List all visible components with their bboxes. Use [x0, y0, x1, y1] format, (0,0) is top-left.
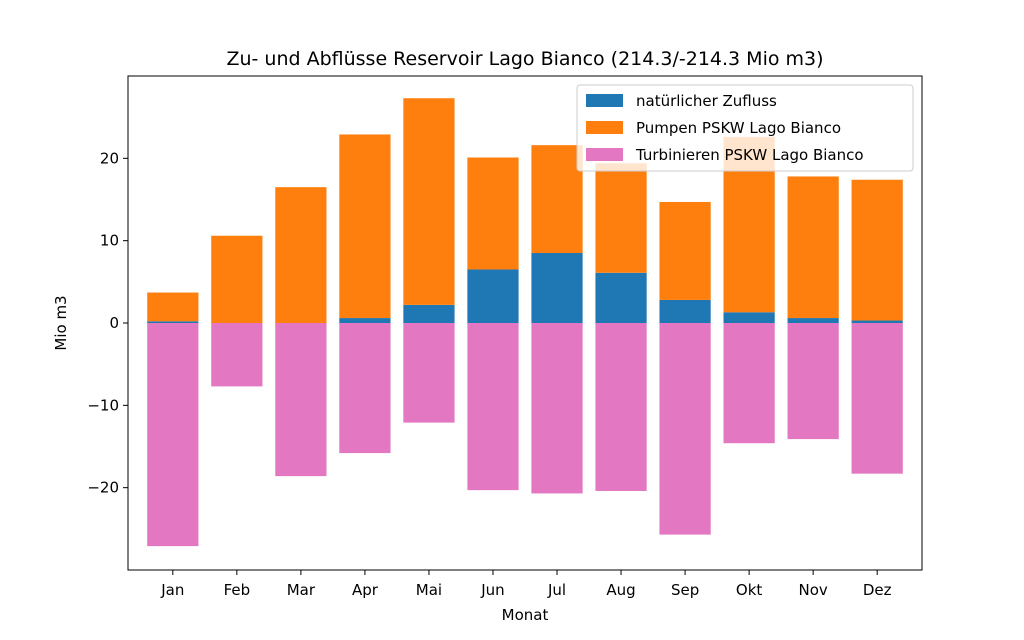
x-tick-label: Aug [606, 581, 635, 599]
plot-frame [127, 75, 923, 571]
bar-2-apr [339, 134, 391, 319]
bar-3-jul [531, 323, 583, 494]
chart-title: Zu- und Abflüsse Reservoir Lago Bianco (… [226, 48, 823, 70]
x-tick-label: Sep [671, 581, 699, 599]
x-tick-label: Nov [799, 581, 828, 599]
bar-1-mai [403, 304, 455, 323]
bar-1-nov [787, 318, 839, 323]
x-axis-label: Monat [502, 606, 549, 624]
bar-2-jun [467, 157, 519, 270]
legend-label: Pumpen PSKW Lago Bianco [636, 119, 841, 137]
bar-1-jun [467, 269, 519, 323]
bar-1-dez [851, 320, 903, 323]
bar-1-sep [659, 299, 711, 323]
bar-2-aug [595, 163, 647, 273]
bar-2-dez [851, 179, 903, 321]
x-tick-label: Apr [352, 581, 379, 599]
bar-3-apr [339, 323, 391, 454]
legend-swatch [586, 94, 623, 107]
y-axis-ticks: −20 −10 0 10 20 [87, 149, 128, 497]
bar-3-feb [211, 323, 263, 387]
x-tick-label: Jan [160, 581, 184, 599]
bar-3-jun [467, 323, 519, 491]
legend-label: Turbinieren PSKW Lago Bianco [635, 146, 864, 164]
bar-3-okt [723, 323, 775, 444]
bar-1-jan [147, 321, 199, 323]
y-tick-label: 20 [100, 149, 119, 167]
bar-1-aug [595, 272, 647, 323]
bar-2-nov [787, 176, 839, 319]
bar-3-sep [659, 323, 711, 535]
legend-swatch [586, 121, 623, 134]
y-tick-label: 10 [100, 232, 119, 250]
bar-3-dez [851, 323, 903, 474]
y-axis-label: Mio m3 [52, 295, 70, 350]
x-tick-label: Mai [416, 581, 442, 599]
bar-2-jan [147, 292, 199, 322]
bar-2-mar [275, 187, 327, 323]
bar-1-apr [339, 318, 391, 323]
legend-swatch [586, 148, 623, 161]
bar-2-jul [531, 145, 583, 254]
x-tick-label: Okt [736, 581, 762, 599]
y-tick-label: −20 [87, 479, 119, 497]
bar-3-nov [787, 323, 839, 440]
bar-1-jul [531, 253, 583, 323]
bar-2-mai [403, 98, 455, 305]
legend-label: natürlicher Zufluss [636, 92, 777, 110]
y-tick-label: −10 [87, 396, 119, 414]
bar-2-feb [211, 235, 263, 323]
x-tick-label: Jun [480, 581, 504, 599]
x-tick-label: Jul [547, 581, 566, 599]
x-tick-label: Dez [863, 581, 892, 599]
bar-3-mar [275, 323, 327, 477]
y-tick-label: 0 [109, 314, 119, 332]
legend-box [576, 84, 914, 172]
x-axis-ticks: Jan Feb Mar Apr Mai Jun Jul Aug Sep Okt Nov Dez [160, 570, 892, 599]
bars-group [147, 98, 903, 547]
bar-1-okt [723, 312, 775, 323]
bar-3-aug [595, 323, 647, 491]
legend: natürlicher Zufluss Pumpen PSKW Lago Bian… [576, 84, 914, 172]
bar-2-sep [659, 201, 711, 300]
x-tick-label: Feb [224, 581, 251, 599]
bar-3-jan [147, 323, 199, 547]
bar-3-mai [403, 323, 455, 423]
x-tick-label: Mar [287, 581, 316, 599]
